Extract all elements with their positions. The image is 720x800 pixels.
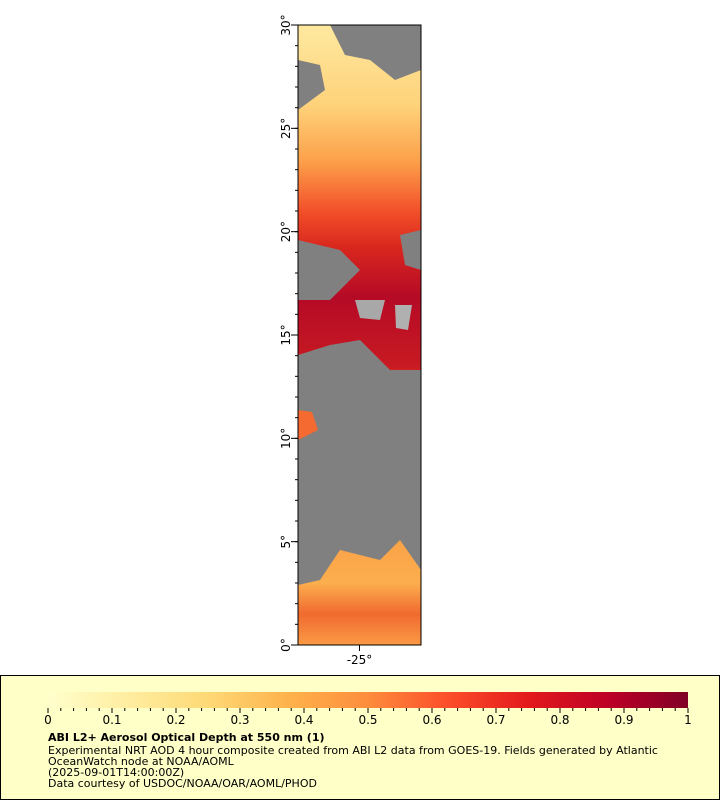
colorbar-tick-label: 0.8	[550, 713, 569, 727]
y-tick-label: 20°	[279, 221, 293, 242]
colorbar-tick-label: 1	[684, 713, 692, 727]
axes: 0° 5° 10° 15° 20° 25° 30° -25°	[279, 14, 372, 667]
y-tick-label: 25°	[279, 118, 293, 139]
y-tick-label: 30°	[279, 14, 293, 35]
colorbar-tick-label: 0.5	[358, 713, 377, 727]
colorbar-tick-label: 0.4	[294, 713, 313, 727]
y-tick-label: 5°	[279, 535, 293, 549]
x-tick-label: -25°	[347, 653, 373, 667]
note: Data courtesy of USDOC/NOAA/OAR/AOML/PHO…	[48, 777, 317, 790]
y-tick-label: 10°	[279, 428, 293, 449]
colorbar-tick-label: 0.3	[230, 713, 249, 727]
colorbar-ramp	[48, 692, 688, 708]
colorbar-tick-label: 0.7	[486, 713, 505, 727]
y-tick-label: 0°	[279, 638, 293, 652]
colorbar-title: ABI L2+ Aerosol Optical Depth at 550 nm …	[48, 731, 325, 744]
map-image	[298, 25, 421, 645]
note: OceanWatch node at NOAA/AOML	[48, 755, 235, 768]
colorbar-tick-label: 0.9	[614, 713, 633, 727]
note: (2025-09-01T14:00:00Z)	[48, 766, 184, 779]
note: Experimental NRT AOD 4 hour composite cr…	[48, 744, 658, 757]
colorbar: 0 0.1 0.2 0.3 0.4 0.5 0.6 0.7 0.8 0.9 1	[44, 692, 692, 727]
colorbar-tick-label: 0.2	[166, 713, 185, 727]
colorbar-tick-label: 0.1	[102, 713, 121, 727]
y-tick-label: 15°	[279, 324, 293, 345]
colorbar-tick-label: 0	[44, 713, 52, 727]
colorbar-tick-label: 0.6	[422, 713, 441, 727]
